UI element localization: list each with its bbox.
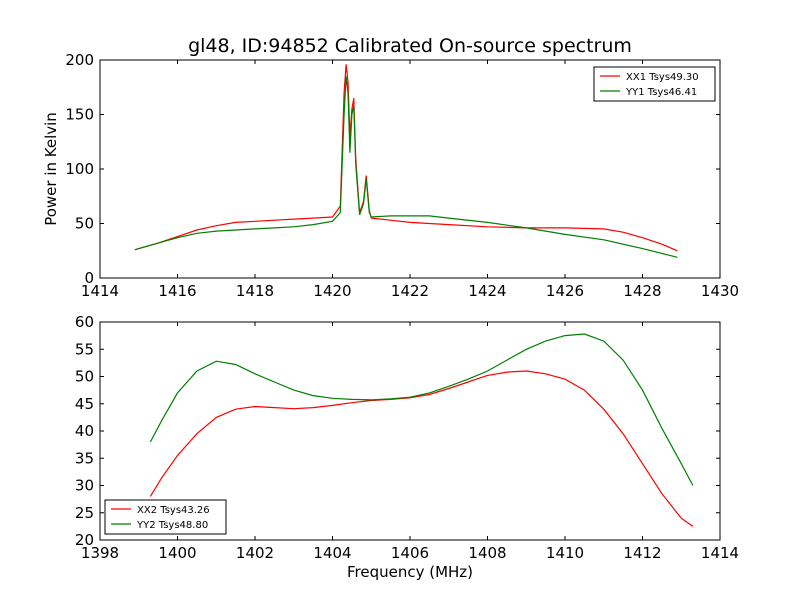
y-tick-label: 50 xyxy=(75,368,94,386)
x-tick-label: 1404 xyxy=(313,544,351,562)
x-axis-label: Frequency (MHz) xyxy=(347,563,473,581)
legend-label: XX2 Tsys43.26 xyxy=(137,505,210,516)
y-tick-label: 50 xyxy=(75,215,94,233)
x-tick-label: 1412 xyxy=(623,544,661,562)
legend-label: YY1 Tsys46.41 xyxy=(625,87,697,98)
x-tick-label: 1400 xyxy=(158,544,196,562)
y-tick-label: 200 xyxy=(65,51,94,69)
legend: XX1 Tsys49.30 YY1 Tsys46.41 xyxy=(593,66,716,102)
legend-label: XX1 Tsys49.30 xyxy=(626,72,699,83)
top-panel: 1414 1416 1418 1420 1422 1424 1426 1428 1430 0 50 1… xyxy=(42,51,739,300)
series-line-xx2 xyxy=(149,370,694,527)
x-tick-label: 1420 xyxy=(313,282,351,300)
y-tick-label: 45 xyxy=(75,395,94,413)
x-tick-label: 1428 xyxy=(623,282,661,300)
x-tick-label: 1408 xyxy=(468,544,506,562)
y-tick-label: 30 xyxy=(75,477,94,495)
legend-box xyxy=(104,499,227,535)
y-tick-label: 35 xyxy=(75,449,94,467)
x-tick-label: 1402 xyxy=(236,544,274,562)
y-tick-label: 60 xyxy=(75,313,94,331)
x-tick-label: 1406 xyxy=(391,544,429,562)
x-tick-label: 1426 xyxy=(546,282,584,300)
legend-label: YY2 Tsys48.80 xyxy=(136,520,208,531)
y-tick-label: 0 xyxy=(84,269,94,287)
x-tick-label: 1414 xyxy=(701,544,739,562)
x-tick-label: 1430 xyxy=(701,282,739,300)
y-tick-label: 40 xyxy=(75,422,94,440)
x-tick-label: 1410 xyxy=(546,544,584,562)
y-axis-label: Power in Kelvin xyxy=(42,112,60,226)
y-tick-label: 20 xyxy=(75,531,94,549)
legend: XX2 Tsys43.26 YY2 Tsys48.80 xyxy=(104,499,227,535)
x-tick-label: 1398 xyxy=(81,544,119,562)
series-line-yy1 xyxy=(134,76,678,258)
legend-box xyxy=(593,66,716,102)
series-line-xx1 xyxy=(134,64,678,252)
y-tick-label: 55 xyxy=(75,340,94,358)
x-tick-label: 1422 xyxy=(391,282,429,300)
x-tick-label: 1416 xyxy=(158,282,196,300)
series-line-yy2 xyxy=(149,333,694,486)
x-tick-label: 1414 xyxy=(81,282,119,300)
y-tick-label: 150 xyxy=(65,106,94,124)
figure-title: gl48, ID:94852 Calibrated On-source spec… xyxy=(188,35,632,57)
y-tick-label: 25 xyxy=(75,504,94,522)
x-tick-label: 1418 xyxy=(236,282,274,300)
y-tick-label: 100 xyxy=(65,160,94,178)
bottom-panel: 1398 1400 1402 1404 1406 1408 1410 1412 1414 20 25… xyxy=(75,313,739,581)
x-tick-label: 1424 xyxy=(468,282,506,300)
